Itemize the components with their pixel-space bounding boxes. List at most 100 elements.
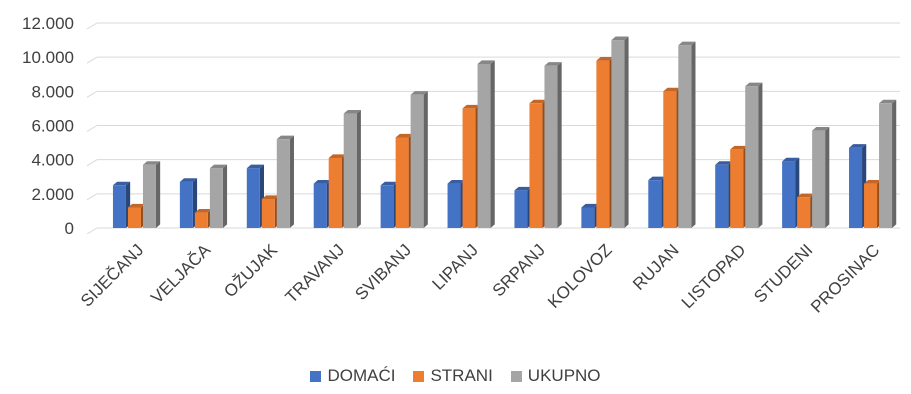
bar-front xyxy=(611,40,625,229)
bar-strani xyxy=(797,193,815,228)
bar-top xyxy=(410,91,428,95)
bar-ukupno xyxy=(276,135,294,228)
bar-domaći xyxy=(514,186,532,228)
bar-front xyxy=(663,91,677,228)
x-tick-label: LIPANJ xyxy=(429,240,482,293)
bar-front xyxy=(864,183,878,228)
bar-front xyxy=(142,164,156,228)
gridline-depth xyxy=(86,159,98,167)
bar-top xyxy=(849,144,867,148)
bar-domaći xyxy=(313,179,331,228)
bar-front xyxy=(715,164,729,228)
bar-top xyxy=(663,87,681,92)
legend-item-domaći: DOMAĆI xyxy=(310,366,395,386)
x-tick-label: OŽUJAK xyxy=(220,240,281,301)
bar-strani xyxy=(529,99,547,228)
gridline-depth xyxy=(86,227,98,235)
bar-side xyxy=(557,62,562,228)
bar-front xyxy=(678,45,692,229)
bar-side xyxy=(356,109,361,228)
bar-front xyxy=(276,139,290,228)
bar-front xyxy=(544,65,558,228)
bar-front xyxy=(477,64,491,228)
bar-strani xyxy=(864,179,882,228)
bar-front xyxy=(343,113,357,228)
bar-domaći xyxy=(179,178,198,228)
bar-front xyxy=(127,207,141,228)
bar-front xyxy=(447,183,461,228)
bar-side xyxy=(624,36,629,228)
bar-top xyxy=(745,82,763,87)
bar-side xyxy=(423,91,428,229)
legend-label: STRANI xyxy=(430,366,493,385)
x-axis: SIJEČANJ VELJAČA OŽUJAK TRAVANJ SVIBANJ LIPAN… xyxy=(77,240,883,317)
bar-strani xyxy=(596,56,614,229)
bar-domaći xyxy=(380,181,398,228)
bar-domaći xyxy=(581,203,599,228)
bar-side xyxy=(825,127,830,228)
bar-front xyxy=(328,157,342,228)
bar-top xyxy=(447,179,465,184)
bar-top xyxy=(142,161,161,165)
bar-ukupno xyxy=(209,164,228,228)
bar-top xyxy=(864,179,882,184)
bar-side xyxy=(892,99,897,228)
legend-swatch xyxy=(310,370,322,382)
bar-top xyxy=(276,135,294,140)
bar-top xyxy=(782,157,800,162)
bar-strani xyxy=(395,133,413,228)
gridline-depth xyxy=(86,125,98,132)
bar-top xyxy=(812,127,830,131)
bar-front xyxy=(730,149,744,228)
y-tick-label: 6.000 xyxy=(31,117,74,136)
bar-ukupno xyxy=(611,36,629,229)
y-tick-label: 8.000 xyxy=(31,82,74,101)
bar-top xyxy=(648,176,666,181)
bar-front xyxy=(112,185,126,228)
bar-top xyxy=(879,99,897,104)
x-tick-label: PROSINAC xyxy=(807,240,883,316)
bar-top xyxy=(596,56,614,61)
bar-top xyxy=(395,133,413,138)
bar-ukupno xyxy=(477,60,495,229)
bar-front xyxy=(179,181,193,228)
bar-domaći xyxy=(849,144,867,228)
bar-ukupno xyxy=(410,91,428,229)
bar-top xyxy=(611,36,629,41)
bar-domaći xyxy=(447,179,465,228)
gridline-depth xyxy=(86,56,98,64)
bar-front xyxy=(410,94,424,228)
bar-front xyxy=(849,147,863,228)
bar-strani xyxy=(127,203,146,228)
bar-side xyxy=(691,41,696,228)
bar-top xyxy=(246,164,264,169)
bar-front xyxy=(209,168,223,228)
bar-strani xyxy=(194,209,213,228)
bar-front xyxy=(194,212,208,228)
x-tick-label: TRAVANJ xyxy=(282,240,348,306)
x-tick-label: VELJAČA xyxy=(147,240,214,307)
bar-top xyxy=(477,60,495,64)
bar-front xyxy=(745,86,759,228)
bar-side xyxy=(155,161,161,228)
bar-top xyxy=(529,99,547,104)
bar-top xyxy=(462,104,480,109)
bar-top xyxy=(194,209,213,213)
bar-side xyxy=(758,82,763,228)
bar-top xyxy=(112,181,131,186)
bar-top xyxy=(127,203,146,208)
legend-swatch xyxy=(510,370,522,382)
bar-front xyxy=(261,198,275,228)
bar-front xyxy=(596,60,610,229)
bar-strani xyxy=(462,104,480,228)
y-tick-label: 10.000 xyxy=(22,48,74,67)
bar-domaći xyxy=(782,157,800,228)
gridline-depth xyxy=(86,22,98,30)
bar-ukupno xyxy=(544,62,562,228)
bar-top xyxy=(678,41,696,46)
bar-front xyxy=(380,185,394,228)
bar-top xyxy=(380,181,398,186)
bar-strani xyxy=(730,145,748,228)
x-tick-label: SIJEČANJ xyxy=(77,240,147,310)
